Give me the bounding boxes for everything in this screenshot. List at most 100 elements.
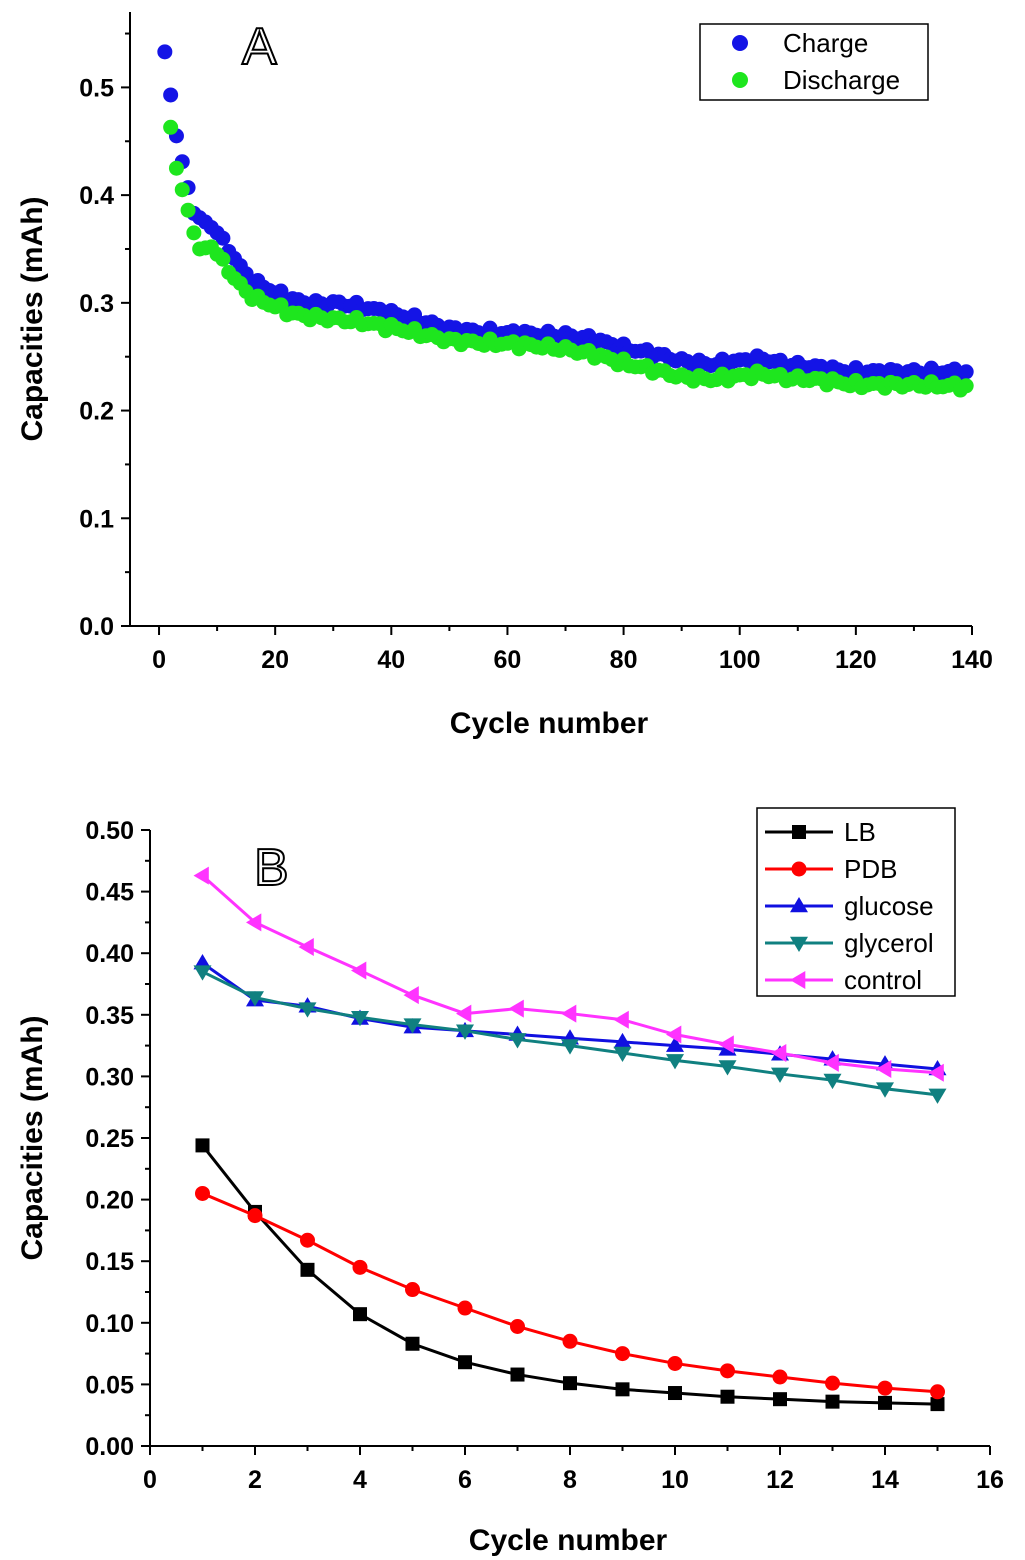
x-tick-label: 10 [661, 1466, 689, 1494]
legend-label: glucose [844, 891, 934, 921]
data-point [215, 230, 231, 246]
data-point [878, 1395, 892, 1410]
x-axis-label: Cycle number [450, 707, 649, 740]
data-point [613, 1046, 632, 1062]
data-point [930, 1397, 945, 1412]
data-point [405, 1282, 420, 1298]
legend-label: Discharge [783, 65, 900, 95]
data-point [508, 999, 524, 1018]
y-tick-label: 0.0 [79, 613, 114, 641]
data-point [773, 1392, 787, 1407]
panel-label-b: B [254, 839, 289, 897]
y-tick-label: 0.15 [85, 1248, 134, 1276]
data-point [876, 1060, 892, 1079]
data-point [561, 1039, 579, 1055]
data-point [613, 1032, 632, 1049]
data-point [613, 1010, 629, 1029]
x-tick-label: 6 [458, 1466, 472, 1494]
x-tick-label: 16 [976, 1466, 1004, 1494]
data-point [195, 1185, 210, 1201]
data-point [561, 1004, 577, 1023]
data-point [720, 1363, 735, 1379]
panel-label-a: A [242, 18, 277, 76]
y-axis-label: Capacities (mAh) [16, 196, 49, 441]
panel-a-chart: 0 20 40 60 80 100 120 140 0.0 0.1 0.2 0.3 0.4 0.5 Cycl… [16, 12, 993, 740]
x-tick-label: 0 [143, 1466, 157, 1494]
y-tick-label: 0.25 [85, 1125, 134, 1153]
y-axis-label: Capacities (mAh) [16, 1015, 49, 1260]
data-point [193, 965, 212, 981]
data-point [562, 1333, 578, 1349]
data-point [458, 1355, 472, 1370]
legend-marker [791, 861, 807, 877]
data-point [771, 1043, 787, 1062]
series-line [201, 1192, 938, 1394]
legend-marker [790, 971, 806, 989]
legend-marker [792, 825, 806, 839]
series-charge [157, 44, 974, 384]
series-discharge [163, 119, 974, 398]
data-point [928, 1088, 947, 1104]
legend-marker [790, 897, 808, 913]
data-point [928, 1063, 944, 1082]
data-point [825, 1394, 840, 1409]
x-axis-label: Cycle number [469, 1524, 668, 1557]
data-point [351, 1010, 369, 1027]
y-tick-label: 0.3 [79, 290, 114, 318]
data-point [666, 1036, 684, 1052]
legend-box [756, 807, 956, 997]
legend-label: PDB [844, 854, 897, 884]
data-point [186, 225, 202, 241]
data-point [298, 938, 314, 957]
data-point [456, 1024, 474, 1040]
data-point [771, 1067, 789, 1083]
data-point [352, 1259, 368, 1275]
data-point [163, 119, 179, 135]
legend-marker [790, 936, 808, 952]
y-tick-label: 0.40 [85, 940, 134, 968]
data-point [823, 1053, 839, 1072]
x-tick-label: 20 [261, 646, 289, 674]
data-point [174, 182, 190, 198]
data-point [720, 1389, 735, 1404]
series-glycerol [193, 965, 947, 1104]
x-tick-label: 100 [719, 646, 761, 674]
data-point [195, 1138, 210, 1153]
data-point [772, 1369, 788, 1385]
data-point [457, 1300, 473, 1316]
data-point [246, 991, 264, 1007]
x-tick-label: 2 [248, 1466, 262, 1494]
data-point [215, 251, 231, 267]
x-tick-label: 140 [951, 646, 993, 674]
data-point [667, 1355, 683, 1371]
legend-marker [732, 35, 748, 51]
data-point [666, 1025, 682, 1044]
x-tick-label: 4 [353, 1466, 367, 1494]
y-tick-label: 0.35 [85, 1002, 134, 1030]
panel-b-chart: 0 2 4 6 8 10 12 14 16 0.00 0.05 0.10 0.15 0.20 0.25 0.3… [16, 807, 1004, 1557]
y-tick-label: 0.10 [85, 1310, 134, 1338]
data-point [930, 1384, 945, 1400]
data-point [668, 1386, 682, 1401]
data-point [298, 1002, 317, 1018]
y-tick-label: 0.1 [79, 505, 114, 533]
data-point [823, 1073, 842, 1090]
data-point [456, 1004, 472, 1023]
data-point [168, 160, 184, 176]
data-point [193, 866, 209, 885]
y-tick-label: 0.2 [79, 398, 114, 426]
data-point [615, 1346, 630, 1362]
data-point [876, 1082, 894, 1098]
y-tick-label: 0.05 [85, 1371, 134, 1399]
y-tick-label: 0.50 [85, 817, 134, 845]
data-point [180, 202, 196, 218]
data-point [403, 1018, 422, 1034]
data-point [958, 378, 974, 394]
x-tick-label: 0 [152, 646, 166, 674]
x-tick-label: 120 [835, 646, 877, 674]
series-control [193, 866, 944, 1082]
data-point [958, 364, 974, 380]
y-tick-label: 0.20 [85, 1187, 134, 1215]
data-point [510, 1318, 525, 1334]
